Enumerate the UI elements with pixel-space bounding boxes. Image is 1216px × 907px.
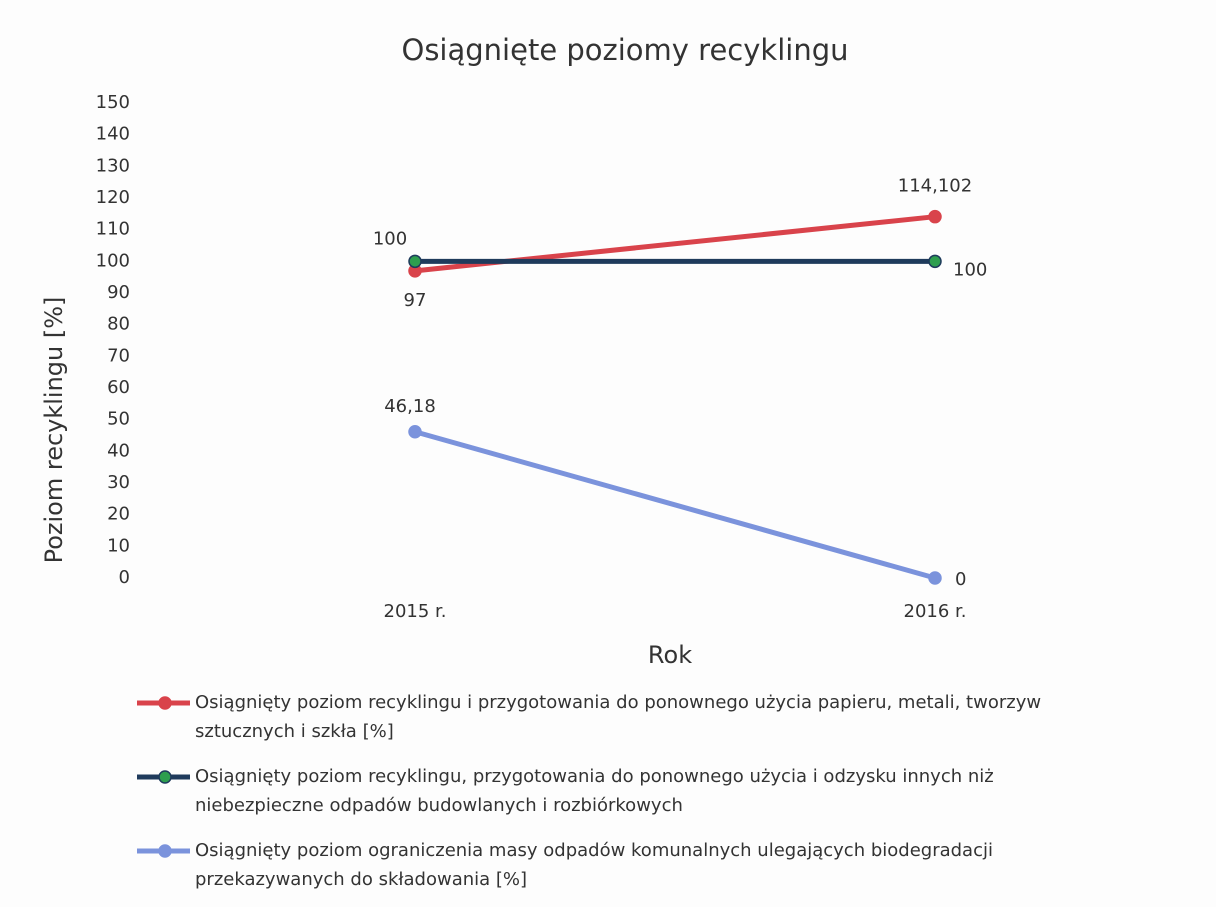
legend-label: Osiągnięty poziom recyklingu i przygotow… bbox=[195, 692, 1042, 742]
y-tick-label: 0 bbox=[119, 567, 130, 588]
marker bbox=[928, 254, 942, 269]
y-tick-label: 70 bbox=[107, 345, 130, 366]
y-tick-label: 60 bbox=[107, 377, 130, 398]
data-label: 100 bbox=[953, 259, 987, 280]
y-tick-label: 30 bbox=[107, 472, 130, 493]
marker bbox=[408, 425, 422, 439]
legend-entry: Osiągnięty poziom recyklingu, przygotowa… bbox=[135, 762, 1115, 820]
legend-entry: Osiągnięty poziom recyklingu i przygotow… bbox=[135, 688, 1115, 746]
marker bbox=[928, 571, 942, 585]
y-tick-label: 150 bbox=[96, 92, 130, 113]
chart-title: Osiągnięte poziomy recyklingu bbox=[402, 33, 849, 67]
data-label: 100 bbox=[373, 228, 407, 249]
legend-swatch bbox=[137, 696, 190, 710]
data-label: 97 bbox=[404, 290, 427, 311]
y-tick-label: 140 bbox=[96, 124, 130, 145]
y-tick-label: 40 bbox=[107, 440, 130, 461]
marker bbox=[408, 254, 422, 269]
chart: Osiągnięte poziomy recyklingu Rok Poziom… bbox=[40, 33, 987, 669]
data-label: 114,102 bbox=[898, 176, 972, 197]
y-tick-label: 10 bbox=[107, 535, 130, 556]
y-tick-label: 20 bbox=[107, 504, 130, 525]
y-tick-label: 90 bbox=[107, 282, 130, 303]
legend-label: Osiągnięty poziom recyklingu, przygotowa… bbox=[195, 766, 994, 816]
y-tick-label: 110 bbox=[96, 219, 130, 240]
data-label: 46,18 bbox=[384, 396, 436, 417]
series-line bbox=[412, 429, 938, 581]
y-tick-label: 100 bbox=[96, 250, 130, 271]
y-tick-label: 50 bbox=[107, 409, 130, 430]
legend-swatch bbox=[137, 844, 190, 858]
legend-entry: Osiągnięty poziom ograniczenia masy odpa… bbox=[135, 836, 1115, 894]
legend-marker bbox=[158, 696, 172, 710]
legend-marker bbox=[158, 770, 172, 784]
legend-label: Osiągnięty poziom ograniczenia masy odpa… bbox=[195, 840, 993, 890]
y-axis-label: Poziom recyklingu [%] bbox=[40, 297, 68, 564]
y-tick-label: 80 bbox=[107, 314, 130, 335]
x-tick-label: 2016 r. bbox=[904, 601, 967, 622]
legend: Osiągnięty poziom recyklingu i przygotow… bbox=[135, 688, 1135, 907]
x-tick-label: 2015 r. bbox=[384, 601, 447, 622]
x-axis-label: Rok bbox=[648, 641, 692, 669]
y-tick-label: 130 bbox=[96, 155, 130, 176]
y-tick-label: 120 bbox=[96, 187, 130, 208]
legend-swatch bbox=[137, 770, 190, 784]
data-label: 0 bbox=[955, 569, 966, 590]
legend-marker bbox=[158, 844, 172, 858]
marker bbox=[928, 209, 942, 224]
